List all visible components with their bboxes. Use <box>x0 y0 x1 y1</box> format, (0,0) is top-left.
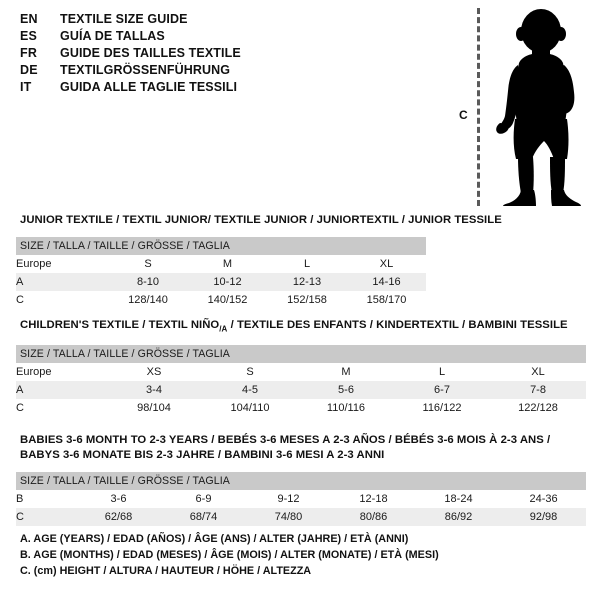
section-children: CHILDREN'S TEXTILE / TEXTIL NIÑO/A / TEX… <box>16 318 587 417</box>
table-cell: 104/110 <box>230 402 270 415</box>
section-title-children-post: / TEXTILE DES ENFANTS / KINDERTEXTIL / B… <box>227 319 568 331</box>
children-size-table: SIZE / TALLA / TAILLE / GRÖSSE / TAGLIA … <box>16 345 587 417</box>
table-cell: M <box>222 258 233 270</box>
section-title-babies-line1: BABIES 3-6 MONTH TO 2-3 YEARS / BEBÉS 3-… <box>20 434 551 446</box>
row-label: C <box>16 402 24 415</box>
table-cell: 24-36 <box>529 493 558 505</box>
table-cell: 98/104 <box>137 402 171 415</box>
table-cell: 68/74 <box>161 508 246 526</box>
babies-size-table: SIZE / TALLA / TAILLE / GRÖSSE / TAGLIA … <box>16 472 587 526</box>
table-row: Europe S M L XL <box>16 255 426 273</box>
row-label: A <box>16 381 106 400</box>
table-cell: 140/152 <box>207 294 248 306</box>
language-title: TEXTILE SIZE GUIDE <box>60 12 188 26</box>
table-cell: 110/116 <box>326 402 366 415</box>
table-cell: 6-7 <box>394 381 490 400</box>
table-band-header: SIZE / TALLA / TAILLE / GRÖSSE / TAGLIA <box>16 472 587 490</box>
table-cell: XS <box>146 366 162 379</box>
language-row: IT GUIDA ALLE TAGLIE TESSILI <box>20 79 420 96</box>
table-cell: 92/98 <box>501 508 587 526</box>
section-junior: JUNIOR TEXTILE / TEXTIL JUNIOR/ TEXTILE … <box>16 213 502 309</box>
row-label: Europe <box>16 366 52 379</box>
table-cell: 86/92 <box>416 508 501 526</box>
table-cell: XL <box>379 258 394 270</box>
table-row: A 3-4 4-5 5-6 6-7 7-8 <box>16 381 587 400</box>
toddler-silhouette-icon <box>496 9 581 206</box>
row-label: C <box>16 294 24 306</box>
language-row: ES GUÍA DE TALLAS <box>20 28 420 45</box>
table-cell: 8-10 <box>108 273 188 291</box>
legend-block: A. AGE (YEARS) / EDAD (AÑOS) / ÂGE (ANS)… <box>20 531 439 579</box>
language-code: DE <box>20 63 38 77</box>
table-cell: 12-13 <box>267 273 347 291</box>
language-header-block: EN TEXTILE SIZE GUIDE ES GUÍA DE TALLAS … <box>20 11 420 96</box>
table-row: A 8-10 10-12 12-13 14-16 <box>16 273 426 291</box>
table-cell: 128/140 <box>128 294 168 306</box>
table-cell: 74/80 <box>246 508 331 526</box>
height-measure-label: C <box>459 108 468 122</box>
table-cell: 80/86 <box>331 508 416 526</box>
table-row: B 3-6 6-9 9-12 12-18 18-24 24-36 <box>16 490 586 508</box>
row-label: C <box>16 508 76 526</box>
table-cell: 9-12 <box>277 493 300 505</box>
table-cell: 6-9 <box>195 493 212 505</box>
table-cell: 3-6 <box>110 493 127 505</box>
row-label: A <box>16 273 108 291</box>
section-title-babies-line2: BABYS 3-6 MONATE BIS 2-3 JAHRE / BAMBINI… <box>20 449 385 461</box>
table-cell: 116/122 <box>422 402 462 415</box>
language-title: GUIDE DES TAILLES TEXTILE <box>60 46 241 60</box>
table-cell: 14-16 <box>347 273 426 291</box>
table-row: C 62/68 68/74 74/80 80/86 86/92 92/98 <box>16 508 587 526</box>
table-cell: L <box>438 366 446 379</box>
table-cell: 10-12 <box>188 273 267 291</box>
table-cell: XL <box>531 366 545 379</box>
junior-size-table: SIZE / TALLA / TAILLE / GRÖSSE / TAGLIA … <box>16 237 426 309</box>
table-row: C 98/104 104/110 110/116 116/122 122/128 <box>16 399 586 417</box>
language-code: IT <box>20 80 32 94</box>
language-title: GUÍA DE TALLAS <box>60 29 165 43</box>
language-row: EN TEXTILE SIZE GUIDE <box>20 11 420 28</box>
language-code: ES <box>20 29 38 43</box>
language-row: DE TEXTILGRÖSSENFÜHRUNG <box>20 62 420 79</box>
table-cell: S <box>144 258 152 270</box>
table-cell: 152/158 <box>287 294 327 306</box>
height-measurement-figure: C <box>440 4 600 209</box>
section-title-children: CHILDREN'S TEXTILE / TEXTIL NIÑO/A / TEX… <box>16 318 586 336</box>
table-cell: 5-6 <box>298 381 394 400</box>
table-cell: 4-5 <box>202 381 298 400</box>
table-row: C 128/140 140/152 152/158 158/170 <box>16 291 426 309</box>
legend-row-c: C. (cm) HEIGHT / ALTURA / HAUTEUR / HÖHE… <box>20 565 312 577</box>
table-cell: 3-4 <box>106 381 202 400</box>
legend-row-b: B. AGE (MONTHS) / EDAD (MESES) / ÂGE (MO… <box>20 549 439 561</box>
table-cell: 62/68 <box>76 508 161 526</box>
table-cell: S <box>246 366 254 379</box>
language-row: FR GUIDE DES TAILLES TEXTILE <box>20 45 420 62</box>
table-cell: 7-8 <box>490 381 587 400</box>
language-title: TEXTILGRÖSSENFÜHRUNG <box>60 63 231 77</box>
table-cell: 12-18 <box>359 493 388 505</box>
table-cell: M <box>341 366 351 379</box>
section-title-children-sub: /A <box>219 324 228 334</box>
table-cell: 158/170 <box>366 294 407 306</box>
section-title-children-pre: CHILDREN'S TEXTILE / TEXTIL NIÑO <box>20 319 220 331</box>
table-band-header: SIZE / TALLA / TAILLE / GRÖSSE / TAGLIA <box>16 237 426 255</box>
table-cell: L <box>303 258 311 270</box>
language-title: GUIDA ALLE TAGLIE TESSILI <box>60 80 238 94</box>
height-dashed-line <box>477 8 480 206</box>
section-babies: BABIES 3-6 MONTH TO 2-3 YEARS / BEBÉS 3-… <box>16 433 587 526</box>
legend-row-a: A. AGE (YEARS) / EDAD (AÑOS) / ÂGE (ANS)… <box>20 533 409 545</box>
section-title-junior: JUNIOR TEXTILE / TEXTIL JUNIOR/ TEXTILE … <box>20 214 502 226</box>
table-cell: 18-24 <box>444 493 473 505</box>
band-label: SIZE / TALLA / TAILLE / GRÖSSE / TAGLIA <box>16 472 587 490</box>
band-label: SIZE / TALLA / TAILLE / GRÖSSE / TAGLIA <box>16 345 587 364</box>
language-code: FR <box>20 46 38 60</box>
row-label: B <box>16 493 24 505</box>
table-cell: 122/128 <box>518 402 558 415</box>
language-code: EN <box>20 12 38 26</box>
row-label: Europe <box>16 258 52 270</box>
band-label: SIZE / TALLA / TAILLE / GRÖSSE / TAGLIA <box>16 237 426 255</box>
table-row: Europe XS S M L XL <box>16 363 586 381</box>
table-band-header: SIZE / TALLA / TAILLE / GRÖSSE / TAGLIA <box>16 345 587 364</box>
